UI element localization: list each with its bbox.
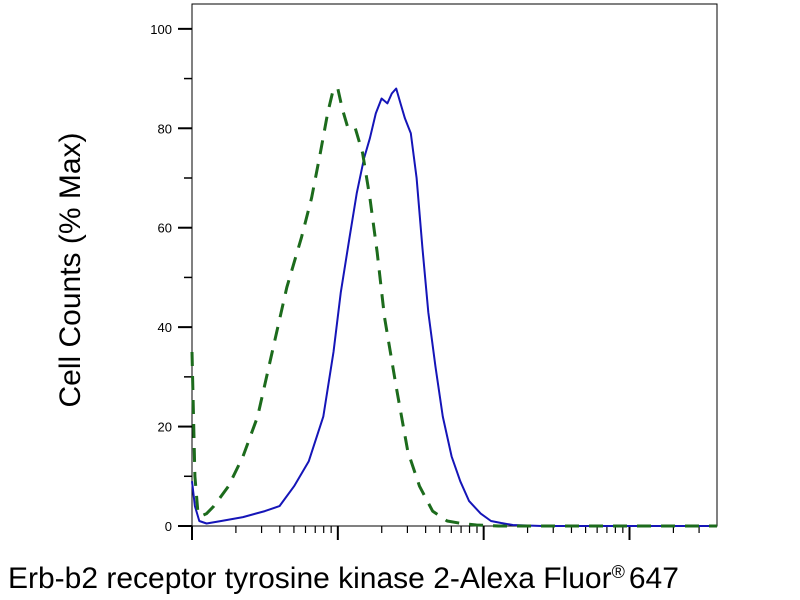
y-tick-label: 0 bbox=[165, 519, 172, 534]
x-axis-title-main: Erb-b2 receptor tyrosine kinase 2-Alexa … bbox=[8, 562, 612, 595]
y-axis-title: Cell Counts (% Max) bbox=[54, 132, 87, 407]
series-layer bbox=[190, 87, 717, 528]
y-tick-label: 80 bbox=[158, 121, 172, 136]
series-line-2 bbox=[190, 87, 717, 528]
plot-frame bbox=[191, 3, 718, 527]
x-axis-title-suffix: 647 bbox=[629, 562, 679, 595]
y-tick-label: 60 bbox=[158, 221, 172, 236]
x-axis bbox=[191, 526, 700, 540]
y-tick-label: 100 bbox=[150, 22, 172, 37]
series-line-1 bbox=[191, 87, 717, 527]
y-tick-label: 20 bbox=[158, 420, 172, 435]
x-axis-title: Erb-b2 receptor tyrosine kinase 2-Alexa … bbox=[8, 562, 679, 595]
x-axis-title-superscript: ® bbox=[612, 562, 625, 582]
y-axis: 0 20 40 60 80 100 bbox=[150, 22, 192, 534]
y-tick-label: 40 bbox=[158, 320, 172, 335]
